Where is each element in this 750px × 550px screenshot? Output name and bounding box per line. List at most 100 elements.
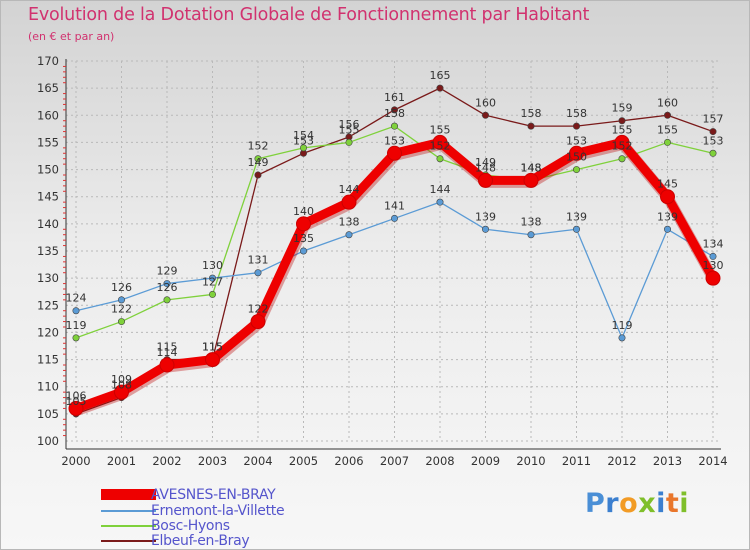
data-label: 153 [293, 134, 314, 147]
data-label: 149 [475, 156, 496, 169]
data-point [663, 225, 671, 233]
data-label: 115 [157, 341, 178, 354]
data-label: 115 [202, 341, 223, 354]
legend-item-avesnes: AVESNES-EN-BRAY [101, 487, 276, 502]
data-label: 126 [157, 281, 178, 294]
data-label: 135 [293, 232, 314, 245]
data-label: 138 [521, 216, 542, 229]
data-label: 165 [430, 69, 451, 82]
data-label: 160 [475, 96, 496, 109]
y-tick-label: 140 [37, 217, 59, 231]
x-tick-label: 2014 [698, 454, 727, 468]
data-label: 140 [293, 205, 314, 218]
legend-item-bosc: Bosc-Hyons [101, 518, 230, 533]
data-point [523, 172, 539, 188]
data-label: 139 [475, 210, 496, 223]
y-tick-label: 165 [37, 81, 59, 95]
data-point [527, 122, 535, 130]
data-point [250, 314, 266, 330]
y-tick-label: 130 [37, 271, 59, 285]
x-tick-label: 2005 [289, 454, 318, 468]
data-label: 114 [157, 346, 178, 359]
data-label: 155 [612, 123, 633, 136]
legend-label-bosc: Bosc-Hyons [151, 517, 230, 534]
data-point [614, 134, 630, 150]
data-point [118, 318, 126, 326]
data-label: 108 [111, 379, 132, 392]
data-point [436, 84, 444, 92]
data-point [341, 194, 357, 210]
data-point [709, 149, 717, 157]
data-label: 153 [384, 134, 405, 147]
data-point [432, 134, 448, 150]
data-label: 161 [384, 91, 405, 104]
brand-letter: x [638, 488, 657, 519]
data-point [299, 144, 307, 152]
x-tick-label: 2006 [334, 454, 363, 468]
data-label: 122 [248, 303, 269, 316]
data-label: 148 [521, 161, 542, 174]
y-tick-label: 125 [37, 298, 59, 312]
data-labels-layer: 105 108 115 115 149 153 156 161 165 160 158 158 159 1… [66, 69, 724, 408]
legend-item-elbeuf: Elbeuf-en-Bray [101, 532, 250, 549]
y-tick-label: 155 [37, 135, 59, 149]
x-tick-label: 2004 [243, 454, 272, 468]
y-tick-label: 105 [37, 407, 59, 421]
y-tick-label: 120 [37, 325, 59, 339]
y-tick-label: 145 [37, 190, 59, 204]
x-tick-label: 2008 [425, 454, 454, 468]
chart-subtitle: (en € et par an) [28, 30, 115, 43]
data-label: 127 [202, 275, 223, 288]
data-point [436, 155, 444, 163]
brand-letter: i [679, 488, 690, 519]
data-point [709, 128, 717, 136]
data-label: 138 [339, 216, 360, 229]
data-point [436, 198, 444, 206]
y-tick-label: 150 [37, 163, 59, 177]
x-tick-label: 2011 [562, 454, 591, 468]
data-point [572, 166, 580, 174]
data-point [68, 400, 84, 416]
data-label: 106 [66, 389, 87, 402]
x-axis-ticks: 2000 2001 2002 2003 2004 2005 2006 2007 2008 2009… [61, 454, 727, 468]
series-avesnes-en-bray [68, 134, 721, 416]
data-point [163, 296, 171, 304]
data-label: 152 [248, 140, 269, 153]
x-tick-label: 2001 [107, 454, 136, 468]
x-tick-label: 2000 [61, 454, 90, 468]
brand-letter: r [605, 488, 620, 519]
data-label: 129 [157, 265, 178, 278]
data-label: 153 [703, 134, 724, 147]
data-label: 109 [111, 373, 132, 386]
data-point [296, 216, 311, 232]
data-point [72, 307, 80, 315]
x-tick-label: 2002 [152, 454, 181, 468]
data-point [481, 225, 489, 233]
legend-swatch-elbeuf [101, 539, 156, 542]
data-label: 130 [202, 259, 223, 272]
y-tick-label: 160 [37, 108, 59, 122]
x-tick-label: 2007 [380, 454, 409, 468]
data-point [618, 155, 626, 163]
x-tick-label: 2003 [198, 454, 227, 468]
data-label: 105 [66, 395, 87, 408]
data-label: 144 [339, 183, 360, 196]
data-point [209, 290, 217, 298]
data-label: 155 [430, 123, 451, 136]
data-point [299, 247, 307, 255]
data-point [390, 122, 398, 130]
axes [63, 59, 721, 450]
proxiti-logo: Proxiti [585, 488, 689, 519]
legend-label-ernemont: Ernemont-la-Villette [151, 502, 285, 519]
brand-letter: i [656, 488, 666, 519]
data-point [618, 334, 626, 342]
data-label: 159 [612, 102, 633, 115]
data-point [663, 111, 671, 119]
brand-letter: t [665, 488, 680, 519]
data-point [390, 214, 398, 222]
legend-label-elbeuf: Elbeuf-en-Bray [151, 532, 250, 549]
data-point [705, 270, 721, 286]
data-label: 144 [430, 183, 451, 196]
data-point [345, 138, 353, 146]
